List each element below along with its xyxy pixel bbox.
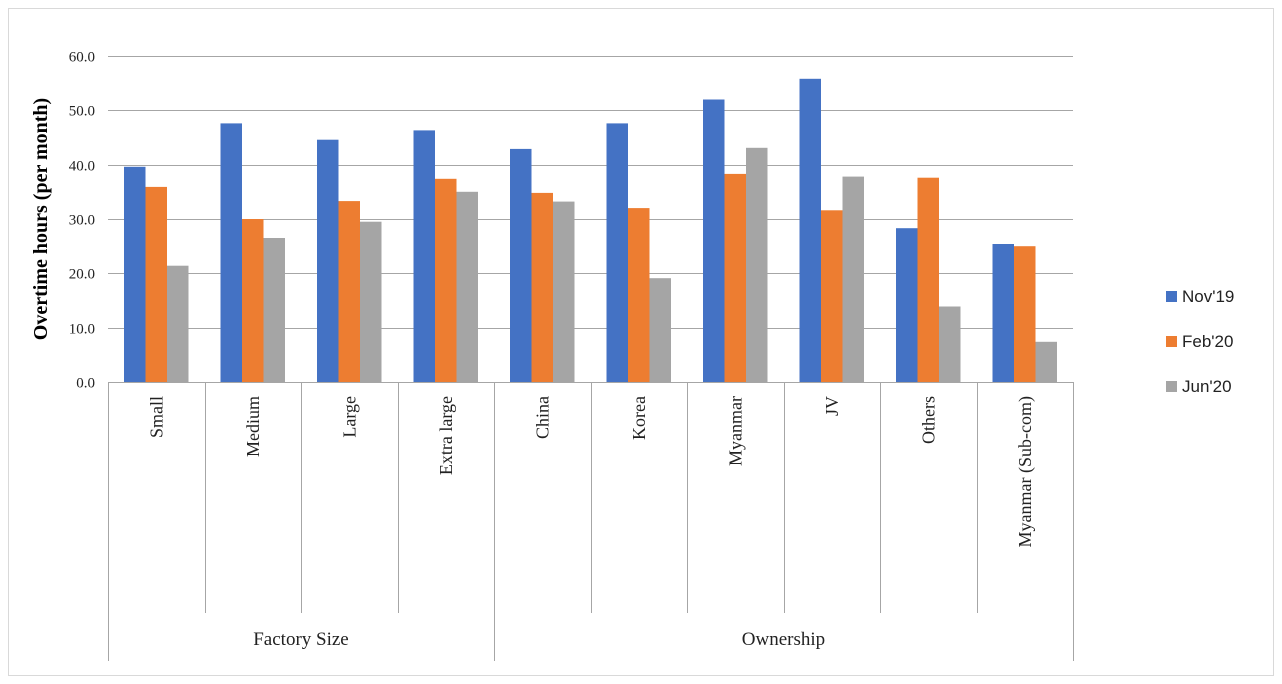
bar <box>317 139 339 382</box>
group-label: Factory Size <box>253 629 349 650</box>
bar <box>435 178 457 382</box>
bar <box>821 210 843 382</box>
bar <box>167 265 189 382</box>
bar <box>628 208 650 382</box>
bar <box>896 228 918 382</box>
category-labels: Small Medium Large Extra large China Korea Mya… <box>146 396 1036 547</box>
y-tick-label: 30.0 <box>69 213 95 229</box>
y-tick-label: 10.0 <box>69 322 95 338</box>
category-label: China <box>532 396 552 439</box>
category-label: Small <box>146 396 166 438</box>
bar <box>649 278 671 382</box>
bar <box>1014 246 1036 382</box>
bars <box>124 78 1057 383</box>
bar <box>842 176 864 382</box>
bar <box>220 123 242 383</box>
bar <box>799 78 821 383</box>
legend-label: Feb'20 <box>1182 332 1233 351</box>
legend-swatch <box>1166 381 1177 392</box>
bar <box>703 99 725 382</box>
bar <box>917 177 939 382</box>
bar <box>360 221 382 382</box>
bar <box>338 201 360 382</box>
y-tick-label: 20.0 <box>69 267 95 283</box>
y-tick-label: 0.0 <box>76 376 95 392</box>
y-axis-label: Overtime hours (per month) <box>30 98 52 340</box>
group-label: Ownership <box>742 629 825 650</box>
bar <box>553 201 575 382</box>
legend-swatch <box>1166 336 1177 347</box>
bar <box>456 191 478 382</box>
bar <box>1035 341 1057 382</box>
legend-label: Jun'20 <box>1182 377 1232 396</box>
y-tick-label: 50.0 <box>69 104 95 120</box>
y-tick-labels: 0.0 10.0 20.0 30.0 40.0 50.0 60.0 <box>69 50 95 392</box>
bar <box>606 123 628 383</box>
bar <box>746 147 768 382</box>
category-label: Myanmar (Sub-com) <box>1015 396 1036 547</box>
legend-label: Nov'19 <box>1182 287 1234 306</box>
bar <box>992 244 1014 382</box>
bar <box>939 306 961 382</box>
category-label: Myanmar <box>725 396 745 466</box>
bar <box>242 219 264 382</box>
category-label: Medium <box>243 396 263 457</box>
y-tick-label: 40.0 <box>69 159 95 175</box>
bar <box>724 173 746 382</box>
axes <box>108 382 1074 661</box>
category-label: JV <box>822 396 842 416</box>
legend-swatch <box>1166 291 1177 302</box>
bar <box>531 192 553 382</box>
category-label: Large <box>339 396 359 438</box>
bar <box>510 148 532 382</box>
y-tick-label: 60.0 <box>69 50 95 66</box>
category-label: Others <box>918 396 938 444</box>
bar <box>413 130 435 382</box>
category-label: Korea <box>629 396 649 440</box>
bar <box>145 186 167 382</box>
bar <box>124 166 146 382</box>
group-labels: Factory Size Ownership <box>253 629 825 650</box>
category-label: Extra large <box>436 396 456 475</box>
bar <box>263 238 285 382</box>
legend: Nov'19 Feb'20 Jun'20 <box>1166 287 1234 396</box>
